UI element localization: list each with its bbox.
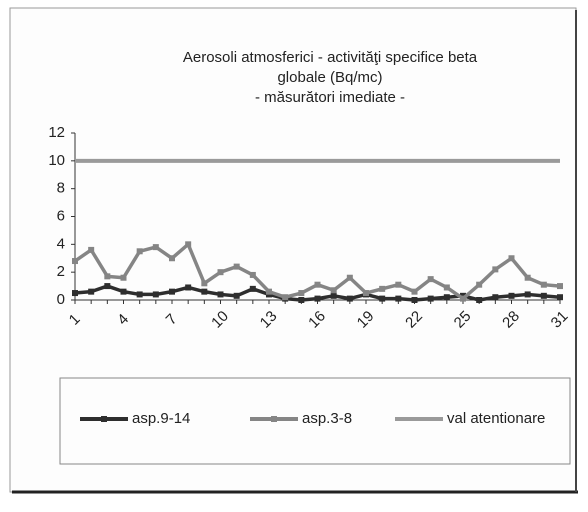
point-marker <box>314 295 321 302</box>
point-marker <box>411 297 418 303</box>
point-marker <box>379 295 386 302</box>
point-marker <box>136 291 143 298</box>
point-marker <box>557 283 563 290</box>
y-tick-label: 12 <box>48 124 65 141</box>
point-marker <box>88 246 95 253</box>
point-marker <box>104 283 111 290</box>
legend-label: asp.9-14 <box>132 410 190 427</box>
legend-label: asp.3-8 <box>302 410 352 427</box>
point-marker <box>330 287 337 294</box>
chart-frame <box>9 7 577 493</box>
point-marker <box>346 295 353 302</box>
y-tick-label: 4 <box>57 235 65 252</box>
point-marker <box>492 294 499 301</box>
point-marker <box>298 290 305 297</box>
point-marker <box>427 295 434 302</box>
point-marker <box>540 292 547 299</box>
point-marker <box>540 281 547 288</box>
chart-title: - măsurători imediate - <box>255 89 405 106</box>
point-marker <box>266 288 272 295</box>
point-marker <box>411 288 418 295</box>
y-tick-label: 6 <box>57 207 65 224</box>
point-marker <box>72 258 78 265</box>
point-marker <box>395 295 402 302</box>
y-tick-label: 2 <box>57 263 65 280</box>
point-marker <box>314 281 321 288</box>
point-marker <box>346 274 353 281</box>
y-tick-label: 10 <box>48 152 65 169</box>
point-marker <box>120 288 127 295</box>
point-marker <box>169 288 175 295</box>
point-marker <box>476 297 483 303</box>
point-marker <box>524 291 531 298</box>
point-marker <box>201 280 208 287</box>
point-marker <box>104 273 111 280</box>
point-marker <box>233 263 240 270</box>
point-marker <box>443 284 450 291</box>
point-marker <box>152 291 159 298</box>
point-marker <box>249 271 256 278</box>
point-marker <box>379 285 386 292</box>
legend-marker <box>271 416 277 422</box>
point-marker <box>201 288 208 295</box>
point-marker <box>249 285 256 292</box>
point-marker <box>72 290 78 297</box>
point-marker <box>330 292 337 299</box>
point-marker <box>427 276 434 283</box>
point-marker <box>120 274 127 281</box>
point-marker <box>136 248 143 255</box>
chart-title: Aerosoli atmosferici - activităţi specif… <box>183 49 478 66</box>
point-marker <box>476 281 483 288</box>
point-marker <box>443 294 450 301</box>
point-marker <box>185 241 192 248</box>
point-marker <box>88 288 95 295</box>
y-tick-label: 8 <box>57 180 65 197</box>
point-marker <box>298 297 305 303</box>
point-marker <box>152 244 159 251</box>
point-marker <box>460 295 466 302</box>
point-marker <box>524 274 531 281</box>
point-marker <box>492 266 499 273</box>
point-marker <box>363 290 369 297</box>
legend-label: val atentionare <box>447 410 545 427</box>
chart-title: globale (Bq/mc) <box>277 69 382 86</box>
point-marker <box>508 255 515 262</box>
y-tick-label: 0 <box>57 291 65 308</box>
point-marker <box>217 269 224 276</box>
legend-marker <box>101 416 107 422</box>
point-marker <box>169 255 175 262</box>
point-marker <box>185 284 192 291</box>
point-marker <box>282 294 289 301</box>
point-marker <box>233 292 240 299</box>
legend-box <box>59 377 571 465</box>
point-marker <box>395 281 402 288</box>
point-marker <box>508 292 515 299</box>
point-marker <box>557 294 563 301</box>
point-marker <box>217 291 224 298</box>
